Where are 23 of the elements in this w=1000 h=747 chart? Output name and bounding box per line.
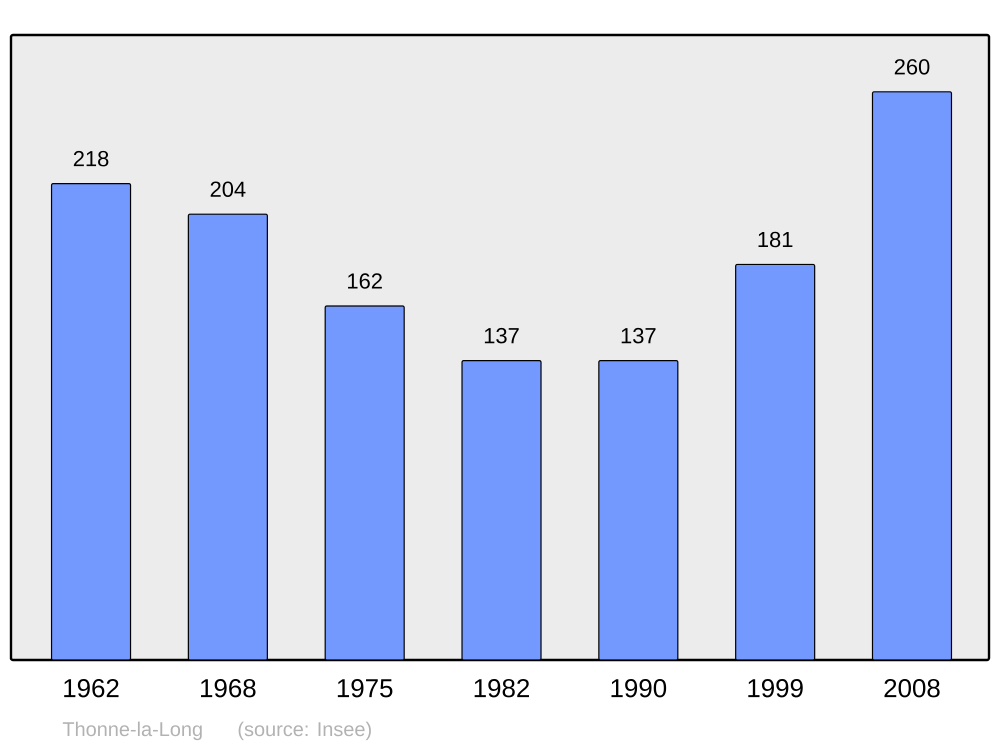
x-tick-label: 1975	[338, 678, 392, 698]
bar	[872, 91, 952, 660]
text: Thonne-la-Long	[62, 722, 202, 740]
bar	[188, 214, 268, 660]
bar	[735, 264, 816, 660]
data-label: 204	[210, 181, 246, 197]
data-label: 137	[622, 328, 656, 344]
text: (source: Insee)	[238, 722, 371, 740]
x-tick-label: 1990	[611, 678, 666, 698]
data-label: 218	[74, 150, 108, 166]
bar	[324, 305, 405, 660]
data-label: 260	[894, 59, 930, 75]
x-tick-label: 1968	[201, 678, 256, 698]
x-tick-label: 1982	[474, 678, 529, 698]
bar	[461, 360, 542, 660]
bar	[50, 182, 132, 660]
bar	[598, 360, 678, 660]
x-tick-label: 2008	[884, 678, 940, 698]
data-label: 162	[348, 273, 382, 289]
x-tick-label: 1962	[64, 678, 119, 698]
data-label: 137	[484, 328, 519, 344]
data-label: 181	[758, 232, 792, 248]
x-tick-label: 1999	[748, 678, 803, 698]
